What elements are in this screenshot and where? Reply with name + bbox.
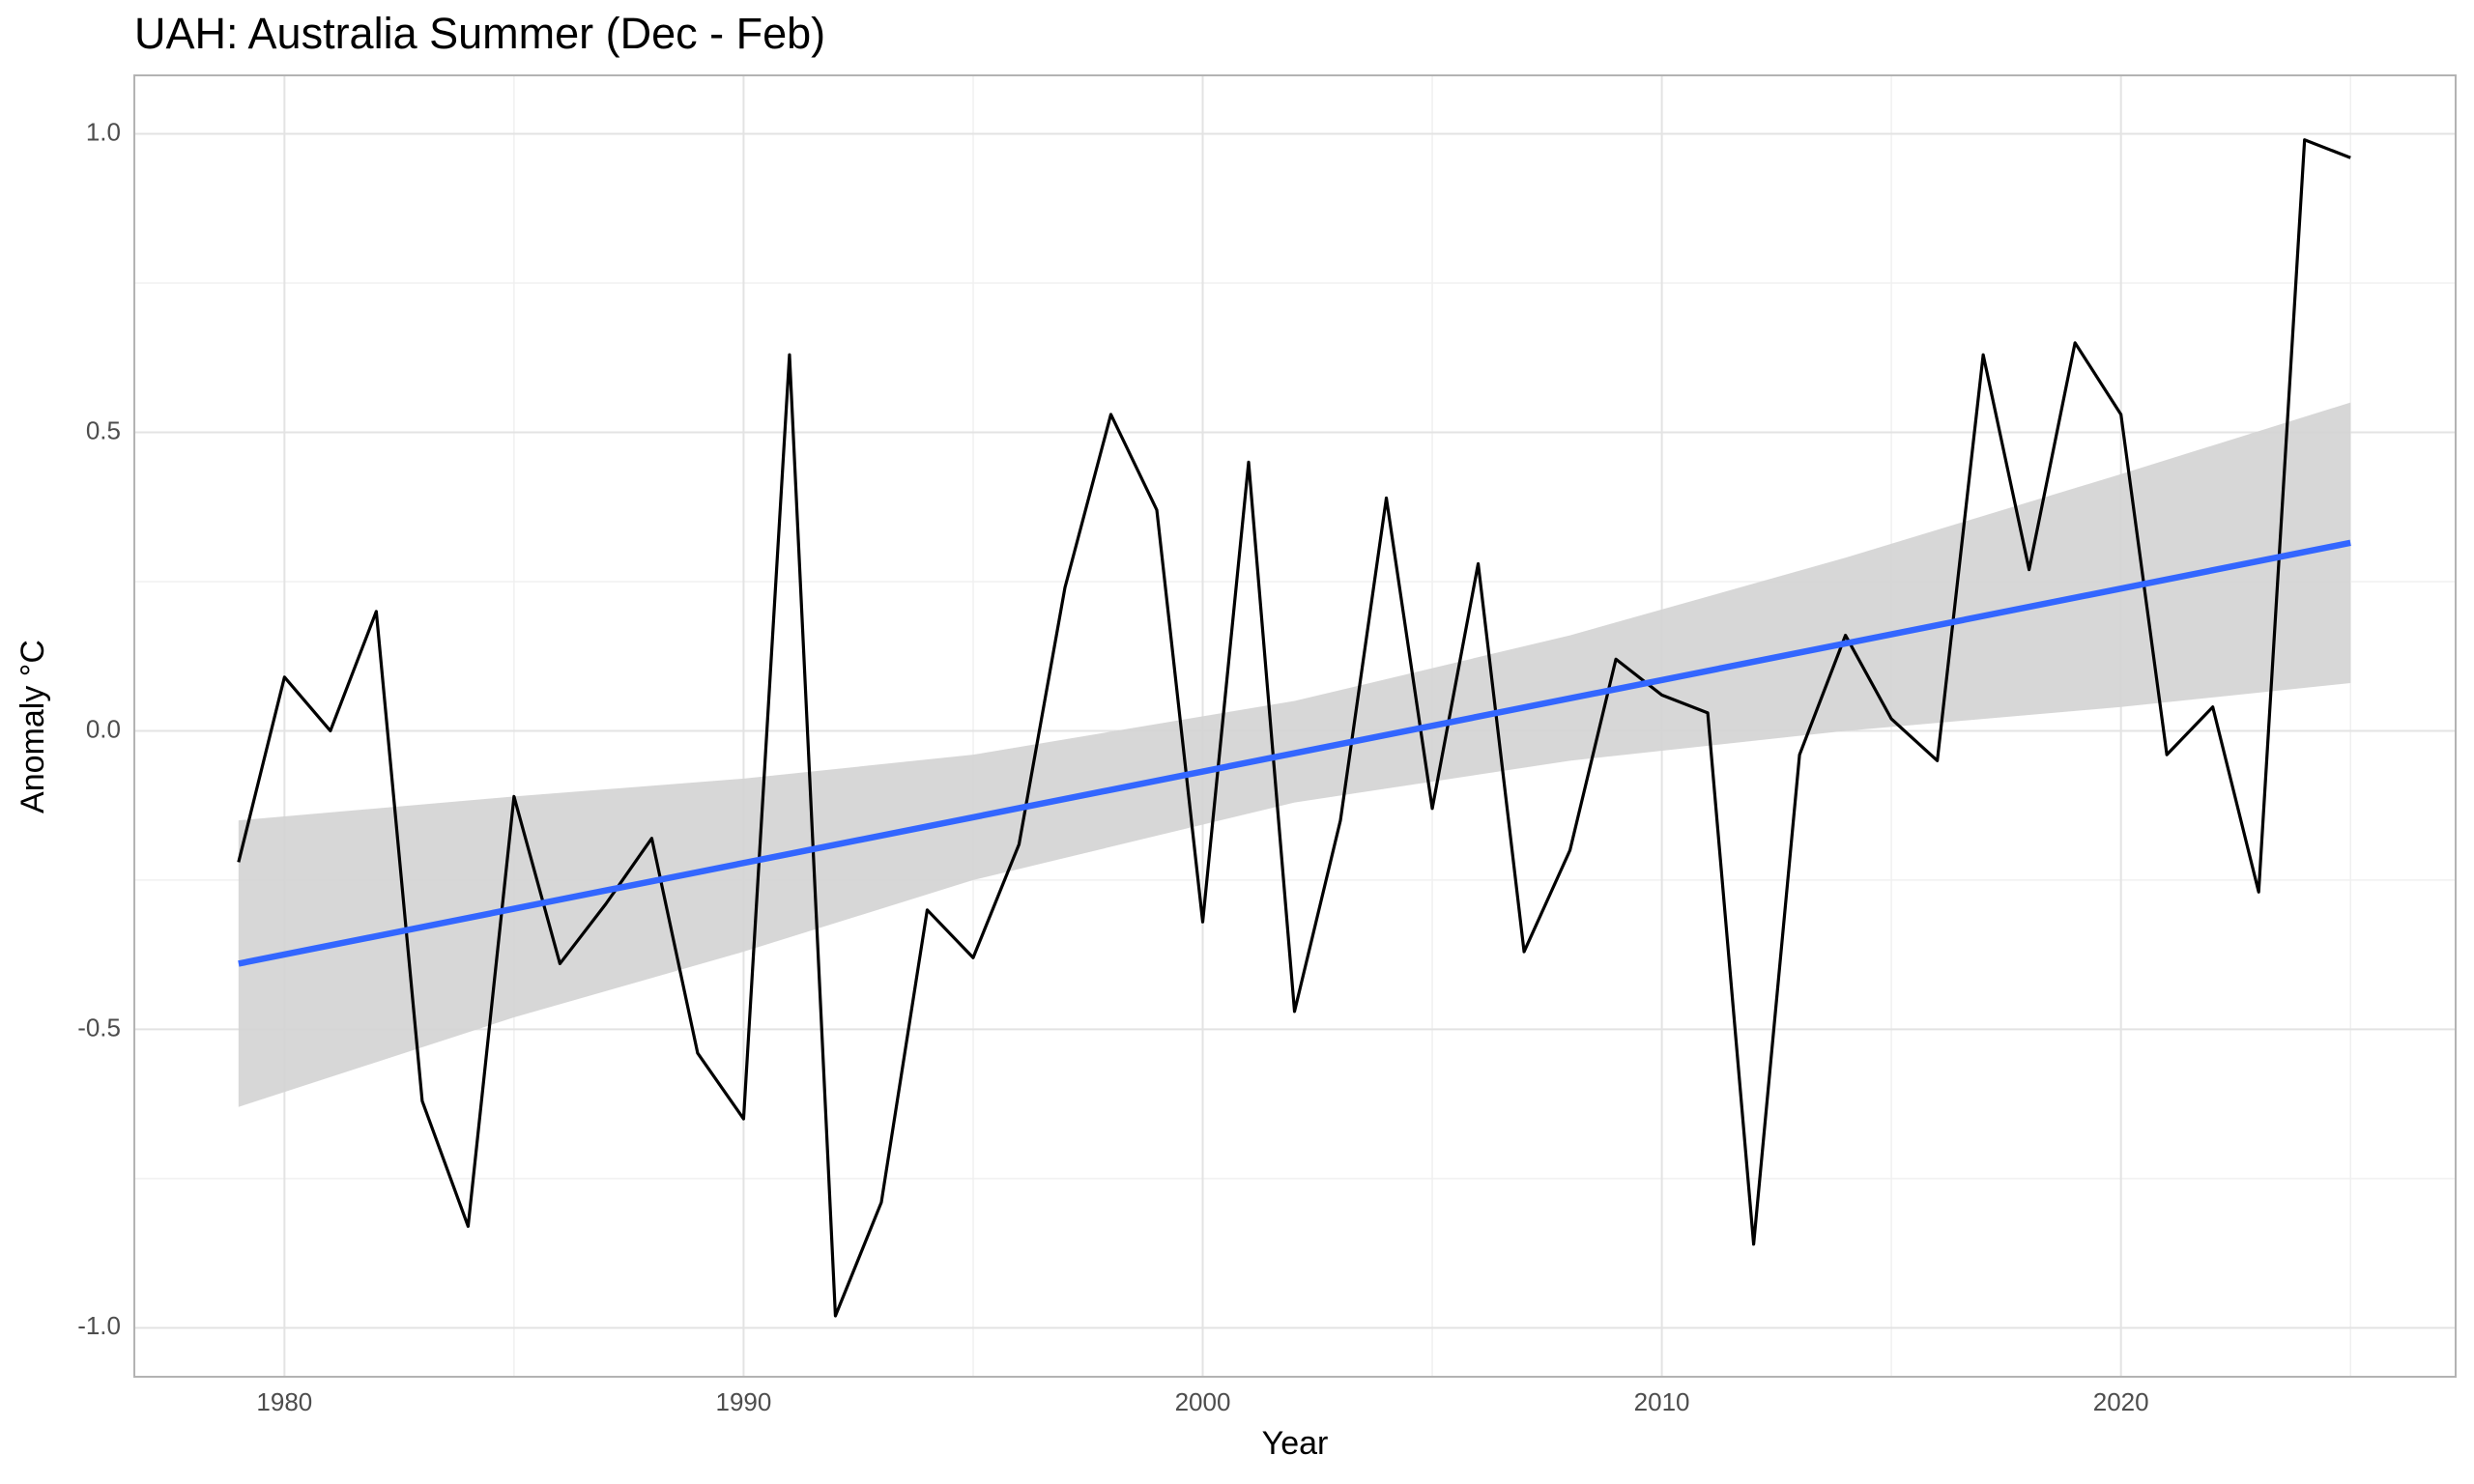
y-tick-label: -0.5 [77,1013,121,1042]
y-axis-label: Anomaly °C [14,640,51,813]
chart-title: UAH: Australia Summer (Dec - Feb) [134,9,825,58]
x-tick-label: 2000 [1175,1387,1231,1416]
y-tick-label: 0.0 [86,714,121,743]
plot-border [133,74,2457,1378]
trend-line [238,539,2351,967]
y-tick-label: 0.5 [86,415,121,444]
x-tick-label: 1990 [716,1387,772,1416]
y-tick-label: -1.0 [77,1311,121,1340]
x-tick-label: 2010 [1634,1387,1690,1416]
x-axis-label: Year [1262,1425,1329,1462]
data-line [237,138,2351,1318]
x-tick-label: 2020 [2093,1387,2149,1416]
y-tick-label: 1.0 [86,117,121,146]
x-tick-label: 1980 [256,1387,312,1416]
